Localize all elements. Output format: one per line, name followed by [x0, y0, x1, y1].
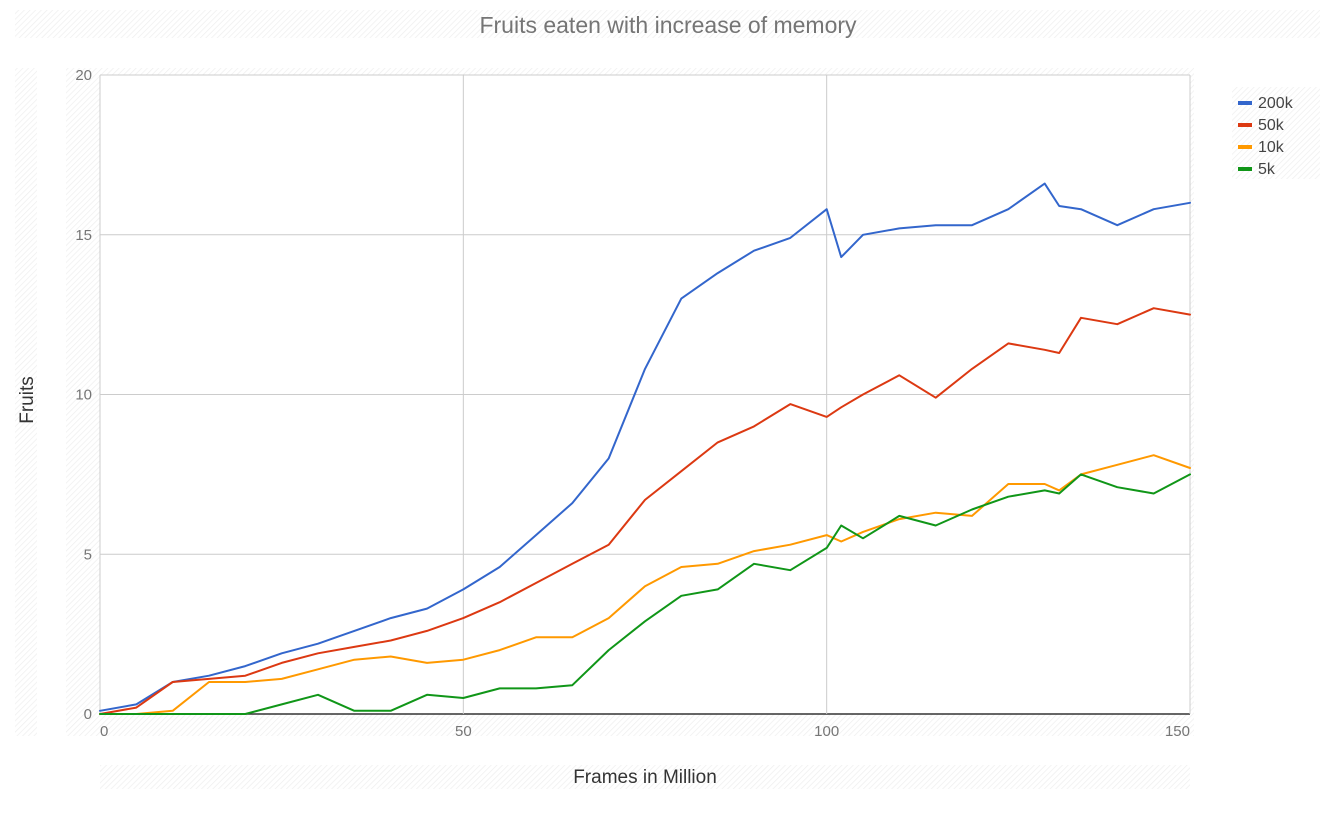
tick-labels: 0 5 10 15 20 0 50 100 150: [75, 67, 1190, 740]
x-axis-title: Frames in Million: [573, 767, 717, 788]
y-tick-label: 20: [75, 67, 92, 84]
x-tick-label: 150: [1165, 723, 1190, 740]
x-axis-title-background: [100, 765, 1190, 789]
series-lines: [99, 182, 1191, 715]
legend-swatch: [1238, 167, 1252, 171]
series-line-5k: [99, 473, 1191, 715]
y-tick-label: 0: [84, 706, 92, 723]
legend-item-5k: 5k: [1238, 161, 1276, 178]
y-axis-title: Fruits: [17, 376, 38, 424]
title-background: [15, 10, 1320, 38]
legend-label: 200k: [1258, 95, 1294, 112]
legend-label: 10k: [1258, 139, 1285, 156]
x-tick-label: 0: [100, 723, 108, 740]
legend: 200k 50k 10k 5k: [1238, 95, 1294, 178]
y-tick-label: 10: [75, 387, 92, 404]
series-line-50k: [99, 307, 1191, 715]
y-axis-title-background: [15, 68, 37, 736]
legend-swatch: [1238, 101, 1252, 105]
chart-title: Fruits eaten with increase of memory: [479, 12, 857, 38]
x-tick-label: 50: [455, 723, 472, 740]
series-line-200k: [99, 182, 1191, 712]
legend-swatch: [1238, 123, 1252, 127]
legend-item-50k: 50k: [1238, 117, 1285, 134]
legend-item-10k: 10k: [1238, 139, 1285, 156]
legend-item-200k: 200k: [1238, 95, 1294, 112]
y-tick-label: 15: [75, 227, 92, 244]
legend-label: 5k: [1258, 161, 1276, 178]
legend-label: 50k: [1258, 117, 1285, 134]
y-tick-label: 5: [84, 546, 92, 563]
legend-swatch: [1238, 145, 1252, 149]
x-tick-label: 100: [814, 723, 839, 740]
gridlines: [99, 74, 1191, 715]
series-line-10k: [99, 454, 1191, 715]
